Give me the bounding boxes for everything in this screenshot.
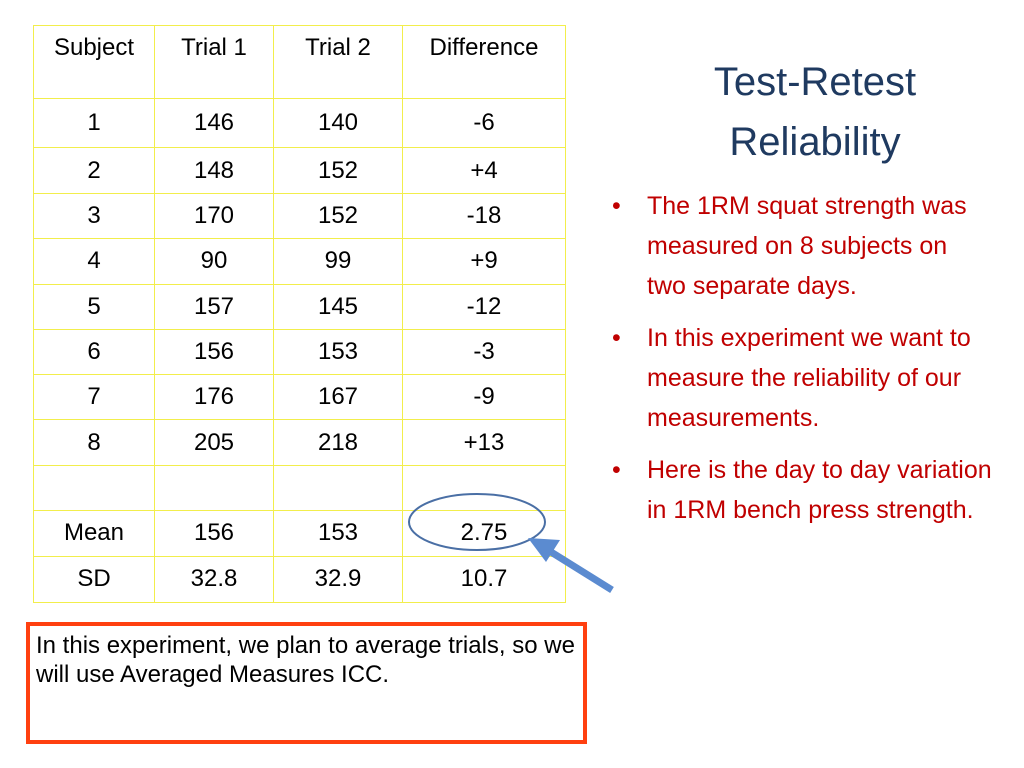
- table-row: Mean 156 153 2.75: [33, 509, 566, 557]
- table-cell: 7: [33, 374, 155, 421]
- table-cell: [33, 464, 155, 511]
- table-cell: 145: [273, 283, 403, 330]
- table-row: 5 157 145 -12: [33, 283, 566, 330]
- table-cell: 10.7: [402, 555, 566, 603]
- bullet-item: Here is the day to day variation in 1RM …: [612, 450, 992, 530]
- table-row: 6 156 153 -3: [33, 328, 566, 376]
- table-cell: +4: [402, 147, 566, 194]
- table-cell: [154, 464, 274, 511]
- table-cell: 156: [154, 509, 274, 557]
- table-cell: 148: [154, 147, 274, 194]
- table-cell: -18: [402, 192, 566, 240]
- table-row: 8 205 218 +13: [33, 419, 566, 466]
- table-cell: -3: [402, 328, 566, 376]
- table-cell: -6: [402, 98, 566, 148]
- table-cell: 157: [154, 283, 274, 330]
- table-cell: 6: [33, 328, 155, 376]
- table-cell: 153: [273, 509, 403, 557]
- table-cell: 8: [33, 419, 155, 466]
- table-cell: 218: [273, 419, 403, 466]
- table-cell: Trial 1: [154, 25, 274, 99]
- table-cell: -12: [402, 283, 566, 330]
- table-cell: 90: [154, 238, 274, 285]
- table-cell: 140: [273, 98, 403, 148]
- table-cell: -9: [402, 374, 566, 421]
- table-cell: 32.8: [154, 555, 274, 603]
- table-cell: 2.75: [402, 509, 566, 557]
- slide-title: Test-Retest Reliability: [713, 60, 917, 164]
- table-cell: Difference: [402, 25, 566, 99]
- table-row: SD 32.8 32.9 10.7: [33, 555, 566, 603]
- table-cell: 153: [273, 328, 403, 376]
- table-cell: 167: [273, 374, 403, 421]
- table-cell: [273, 464, 403, 511]
- table-cell: 4: [33, 238, 155, 285]
- bullet-item: In this experiment we want to measure th…: [612, 318, 992, 438]
- data-table: Subject Trial 1 Trial 2 Difference 1 146 140 -6…: [33, 25, 566, 603]
- table-cell: +13: [402, 419, 566, 466]
- table-cell: 2: [33, 147, 155, 194]
- table-row: Subject Trial 1 Trial 2 Difference: [33, 25, 566, 99]
- table-cell: SD: [33, 555, 155, 603]
- table-cell: 152: [273, 192, 403, 240]
- table-cell: 146: [154, 98, 274, 148]
- table-row: 1 146 140 -6: [33, 98, 566, 148]
- table-cell: Trial 2: [273, 25, 403, 99]
- table-cell: 152: [273, 147, 403, 194]
- table-cell: 156: [154, 328, 274, 376]
- note-box: In this experiment, we plan to average t…: [26, 622, 587, 744]
- table-cell: Mean: [33, 509, 155, 557]
- table-row: 7 176 167 -9: [33, 374, 566, 421]
- table-cell: 170: [154, 192, 274, 240]
- table-row: 4 90 99 +9: [33, 238, 566, 285]
- table-cell: 1: [33, 98, 155, 148]
- table-cell: +9: [402, 238, 566, 285]
- table-row: 2 148 152 +4: [33, 147, 566, 194]
- bullet-list: The 1RM squat strength was measured on 8…: [612, 186, 992, 542]
- table-cell: 5: [33, 283, 155, 330]
- table-cell: 205: [154, 419, 274, 466]
- table-cell: 176: [154, 374, 274, 421]
- bullet-item: The 1RM squat strength was measured on 8…: [612, 186, 992, 306]
- table-cell: [402, 464, 566, 511]
- table-cell: 99: [273, 238, 403, 285]
- table-cell: Subject: [33, 25, 155, 99]
- table-row: 3 170 152 -18: [33, 192, 566, 240]
- table-cell: 3: [33, 192, 155, 240]
- table-row: [33, 464, 566, 511]
- table-cell: 32.9: [273, 555, 403, 603]
